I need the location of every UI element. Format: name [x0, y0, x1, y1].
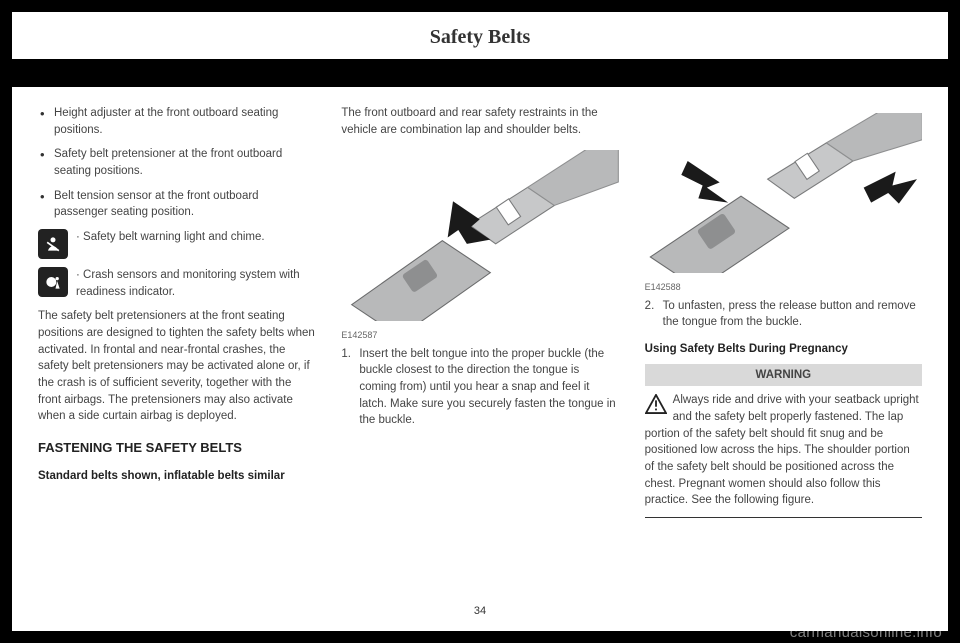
pretensioner-paragraph: The safety belt pretensioners at the fro…	[38, 308, 315, 425]
step-item: Insert the belt tongue into the proper b…	[341, 346, 618, 429]
header-band	[12, 59, 948, 87]
manual-page: Safety Belts Height adjuster at the fron…	[12, 12, 948, 631]
column-2: The front outboard and rear safety restr…	[341, 105, 618, 597]
unfasten-figure: E142588	[645, 113, 922, 294]
bullet-item: Safety belt pretensioner at the front ou…	[38, 146, 315, 179]
warning-label: WARNING	[645, 364, 922, 387]
warning-triangle-icon	[645, 394, 667, 414]
warning-text: Always ride and drive with your seatback…	[645, 394, 919, 506]
feature-bullets: Height adjuster at the front outboard se…	[38, 105, 315, 221]
pregnancy-heading: Using Safety Belts During Pregnancy	[645, 341, 922, 358]
column-1: Height adjuster at the front outboard se…	[38, 105, 315, 597]
seatbelt-fasten-illustration	[341, 150, 618, 321]
airbag-icon	[38, 267, 68, 297]
page-title: Safety Belts	[12, 12, 948, 59]
icon-row-airbag: · Crash sensors and monitoring system wi…	[38, 267, 315, 300]
step-item: To unfasten, press the release button an…	[645, 298, 922, 331]
fastening-heading: FASTENING THE SAFETY BELTS	[38, 439, 315, 458]
icon-item-text: · Safety belt warning light and chime.	[76, 229, 265, 246]
figure-caption: E142588	[645, 281, 922, 294]
bullet-item: Height adjuster at the front outboard se…	[38, 105, 315, 138]
figure-caption: E142587	[341, 329, 618, 342]
combination-belts-text: The front outboard and rear safety restr…	[341, 105, 618, 138]
fasten-steps: Insert the belt tongue into the proper b…	[341, 346, 618, 429]
belts-subhead: Standard belts shown, inflatable belts s…	[38, 468, 315, 485]
unfasten-steps: To unfasten, press the release button an…	[645, 298, 922, 331]
content-columns: Height adjuster at the front outboard se…	[12, 87, 948, 597]
icon-row-seatbelt: · Safety belt warning light and chime.	[38, 229, 315, 259]
column-3: E142588 To unfasten, press the release b…	[645, 105, 922, 597]
watermark: carmanualsonline.info	[790, 624, 942, 641]
seatbelt-warning-icon	[38, 229, 68, 259]
seatbelt-unfasten-illustration	[645, 113, 922, 273]
icon-item-text: · Crash sensors and monitoring system wi…	[76, 267, 315, 300]
warning-body: Always ride and drive with your seatback…	[645, 392, 922, 518]
fasten-figure: E142587	[341, 150, 618, 341]
bullet-item: Belt tension sensor at the front outboar…	[38, 188, 315, 221]
